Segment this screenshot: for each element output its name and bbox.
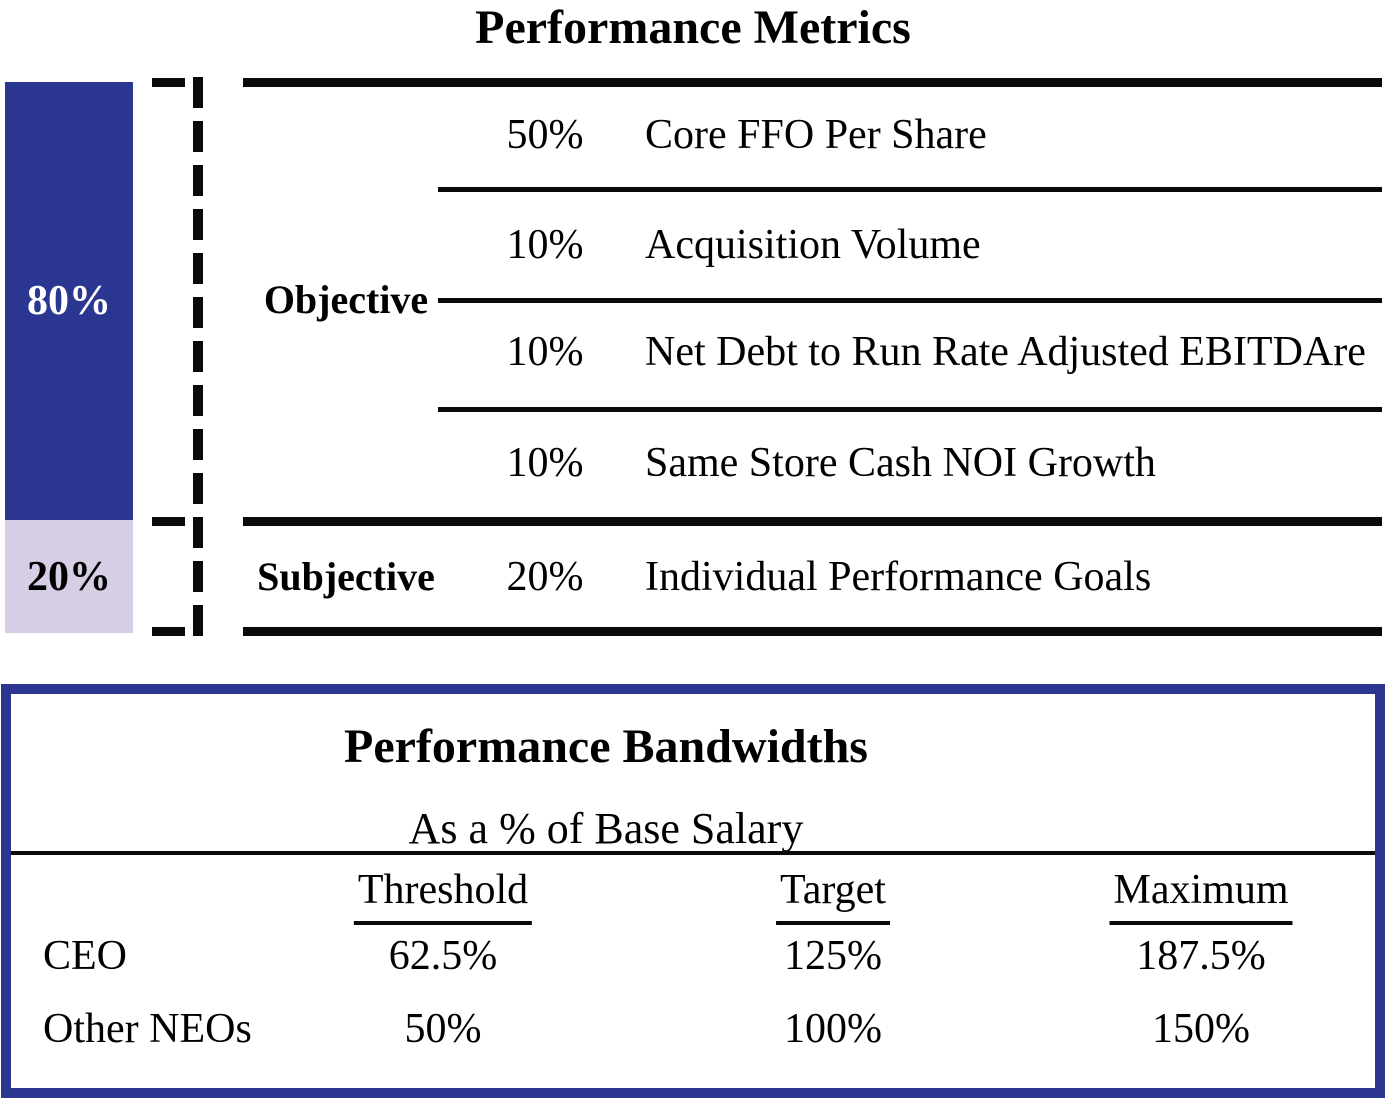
metric-weight: 20%: [506, 554, 584, 600]
metric-name: Individual Performance Goals: [645, 554, 1152, 600]
objective-weight-label: 80%: [27, 278, 111, 324]
metric-weight: 10%: [506, 440, 584, 486]
metric-row: 10% Same Store Cash NOI Growth: [0, 441, 1386, 485]
row-label-other-neos: Other NEOs: [43, 1006, 252, 1052]
other-neos-maximum-value: 150%: [1152, 1006, 1250, 1052]
performance-bandwidths-box: Performance Bandwidths As a % of Base Sa…: [1, 684, 1385, 1098]
performance-metrics-title: Performance Metrics: [475, 1, 911, 54]
metrics-top-rule: [243, 78, 1382, 87]
metrics-separator-1: [438, 187, 1382, 192]
bandwidths-header-rule: [11, 851, 1375, 855]
row-label-ceo: CEO: [43, 933, 127, 979]
performance-bandwidths-subtitle: As a % of Base Salary: [408, 804, 804, 853]
metrics-bottom-rule: [243, 627, 1382, 636]
column-header-maximum: Maximum: [1109, 867, 1293, 925]
weight-bar: 80% 20%: [5, 82, 133, 633]
metrics-separator-2: [438, 298, 1382, 303]
column-header-threshold: Threshold: [353, 867, 533, 925]
bracket-middle-dash: [152, 517, 185, 526]
metric-name: Same Store Cash NOI Growth: [645, 440, 1156, 486]
metric-row: 50% Core FFO Per Share: [0, 113, 1386, 157]
metric-row: 10% Acquisition Volume: [0, 223, 1386, 267]
bracket-bottom-dash: [152, 627, 185, 636]
ceo-maximum-value: 187.5%: [1136, 933, 1266, 979]
ceo-target-value: 125%: [784, 933, 882, 979]
group-label-objective: Objective: [263, 277, 429, 322]
metric-name: Acquisition Volume: [645, 222, 981, 268]
performance-bandwidths-title: Performance Bandwidths: [344, 720, 868, 773]
column-header-threshold-text: Threshold: [353, 867, 533, 925]
metric-weight: 50%: [506, 112, 584, 158]
weight-bar-subjective-segment: 20%: [5, 520, 133, 633]
metrics-separator-3: [438, 407, 1382, 412]
other-neos-threshold-value: 50%: [404, 1006, 482, 1052]
metric-name: Net Debt to Run Rate Adjusted EBITDAre: [645, 329, 1366, 375]
weight-bar-objective-segment: 80%: [5, 82, 133, 520]
metric-row: 10% Net Debt to Run Rate Adjusted EBITDA…: [0, 330, 1386, 374]
metrics-middle-rule: [243, 517, 1382, 526]
bracket-top-dash: [152, 78, 185, 87]
column-header-target: Target: [776, 867, 890, 925]
column-header-maximum-text: Maximum: [1109, 867, 1293, 925]
metric-name: Core FFO Per Share: [645, 112, 987, 158]
group-label-subjective: Subjective: [257, 554, 435, 599]
other-neos-target-value: 100%: [784, 1006, 882, 1052]
column-header-target-text: Target: [776, 867, 890, 925]
metric-weight: 10%: [506, 222, 584, 268]
ceo-threshold-value: 62.5%: [388, 933, 498, 979]
metric-row: 20% Individual Performance Goals: [0, 555, 1386, 599]
metric-weight: 10%: [506, 329, 584, 375]
subjective-weight-label: 20%: [27, 553, 111, 600]
bracket-dashed-line: [193, 77, 203, 638]
